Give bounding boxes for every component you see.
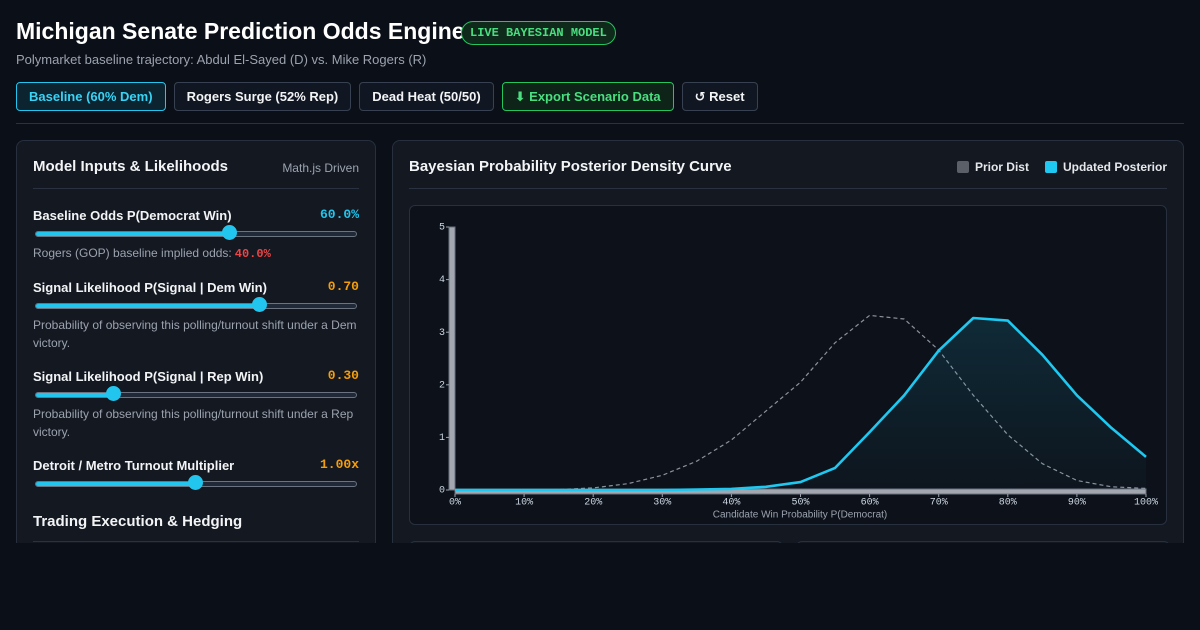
chart-panel: Bayesian Probability Posterior Density C… — [392, 140, 1184, 543]
y-axis — [448, 226, 456, 491]
x-tick-label: 70% — [930, 498, 948, 509]
x-tick-label: 60% — [861, 498, 879, 509]
panel-header: Bayesian Probability Posterior Density C… — [409, 158, 1167, 189]
legend-item: Prior Dist — [956, 160, 1029, 174]
slider-fill — [36, 393, 115, 397]
inputs-panel: Model Inputs & Likelihoods Math.js Drive… — [16, 140, 376, 543]
slider-fill — [36, 232, 230, 236]
slider-value: 60.0% — [319, 207, 359, 222]
slider-value: 0.70 — [327, 279, 359, 294]
reset-button[interactable]: ↺ Reset — [681, 82, 758, 111]
x-tick-label: 80% — [999, 498, 1017, 509]
sub-card — [409, 541, 783, 543]
slider[interactable] — [35, 386, 357, 401]
x-tick-label: 50% — [791, 498, 809, 509]
slider[interactable] — [35, 225, 357, 240]
y-tick-label: 0 — [439, 486, 445, 497]
page-title: Michigan Senate Prediction Odds Engine — [16, 18, 465, 44]
x-tick-label: 100% — [1134, 498, 1158, 509]
y-tick-label: 2 — [439, 380, 445, 391]
export-button[interactable]: ⬇ Export Scenario Data — [501, 82, 674, 111]
slider-value: 1.00x — [319, 457, 359, 472]
slider-label: Signal Likelihood P(Signal | Rep Win) — [33, 369, 264, 384]
slider-note: Rogers (GOP) baseline implied odds: 40.0% — [33, 244, 363, 263]
slider-value: 0.30 — [327, 368, 359, 383]
x-tick-label: 20% — [584, 498, 602, 509]
chart: Candidate Win Probability P(Democrat) 0 1… — [439, 223, 1158, 521]
x-tick-label: 30% — [653, 498, 671, 509]
slider-note: Probability of observing this polling/tu… — [33, 407, 354, 439]
y-tick-label: 4 — [439, 275, 445, 286]
x-axis-title: Candidate Win Probability P(Democrat) — [713, 510, 888, 521]
slider-fill — [36, 304, 260, 308]
slider-thumb[interactable] — [188, 475, 203, 490]
series-line — [455, 316, 1147, 492]
scenario-button[interactable]: Rogers Surge (52% Rep) — [173, 82, 352, 111]
legend-swatch — [1044, 161, 1057, 173]
y-tick-label: 3 — [439, 328, 445, 339]
slider-thumb[interactable] — [221, 225, 237, 240]
note-value: 40.0% — [234, 247, 271, 261]
panel-tag: Math.js Driven — [282, 161, 359, 175]
sub-card — [796, 541, 1170, 543]
slider[interactable] — [35, 475, 357, 490]
panel-title: Model Inputs & Likelihoods — [33, 158, 228, 175]
app: Michigan Senate Prediction Odds Engine L… — [16, 18, 1184, 543]
scenario-button[interactable]: Dead Heat (50/50) — [359, 82, 494, 111]
legend: Prior Dist Updated Posterior — [956, 160, 1167, 174]
toolbar: Baseline (60% Dem) Rogers Surge (52% Rep… — [16, 82, 758, 111]
legend-label: Prior Dist — [974, 160, 1029, 174]
slider-note: Probability of observing this polling/tu… — [33, 318, 357, 350]
note-text: Rogers (GOP) baseline implied odds: — [33, 246, 232, 260]
legend-label: Updated Posterior — [1062, 160, 1167, 174]
y-tick-label: 1 — [439, 433, 445, 444]
slider-label: Baseline Odds P(Democrat Win) — [33, 208, 232, 223]
x-tick-label: 40% — [722, 498, 740, 509]
status-badge: LIVE BAYESIAN MODEL — [461, 21, 616, 45]
chart-frame: Candidate Win Probability P(Democrat) 0 1… — [409, 205, 1167, 525]
divider — [33, 541, 359, 542]
area — [455, 318, 1146, 490]
slider-label: Detroit / Metro Turnout Multiplier — [33, 458, 235, 473]
scenario-button[interactable]: Baseline (60% Dem) — [16, 82, 166, 111]
slider[interactable] — [35, 297, 357, 312]
y-tick-label: 5 — [439, 223, 445, 234]
subtitle: Polymarket baseline trajectory: Abdul El… — [16, 52, 427, 67]
legend-swatch — [956, 161, 969, 173]
slider-label: Signal Likelihood P(Signal | Dem Win) — [33, 280, 267, 295]
divider — [16, 123, 1184, 124]
slider-thumb[interactable] — [251, 297, 267, 312]
x-tick-label: 0% — [449, 498, 461, 509]
x-tick-label: 10% — [515, 498, 533, 509]
chart-title: Bayesian Probability Posterior Density C… — [409, 158, 732, 175]
x-tick-label: 90% — [1068, 498, 1086, 509]
panel-header: Model Inputs & Likelihoods Math.js Drive… — [33, 158, 359, 189]
slider-thumb[interactable] — [106, 386, 122, 401]
legend-item: Updated Posterior — [1044, 160, 1167, 174]
section-title: Trading Execution & Hedging — [33, 513, 243, 530]
slider-fill — [36, 482, 196, 486]
